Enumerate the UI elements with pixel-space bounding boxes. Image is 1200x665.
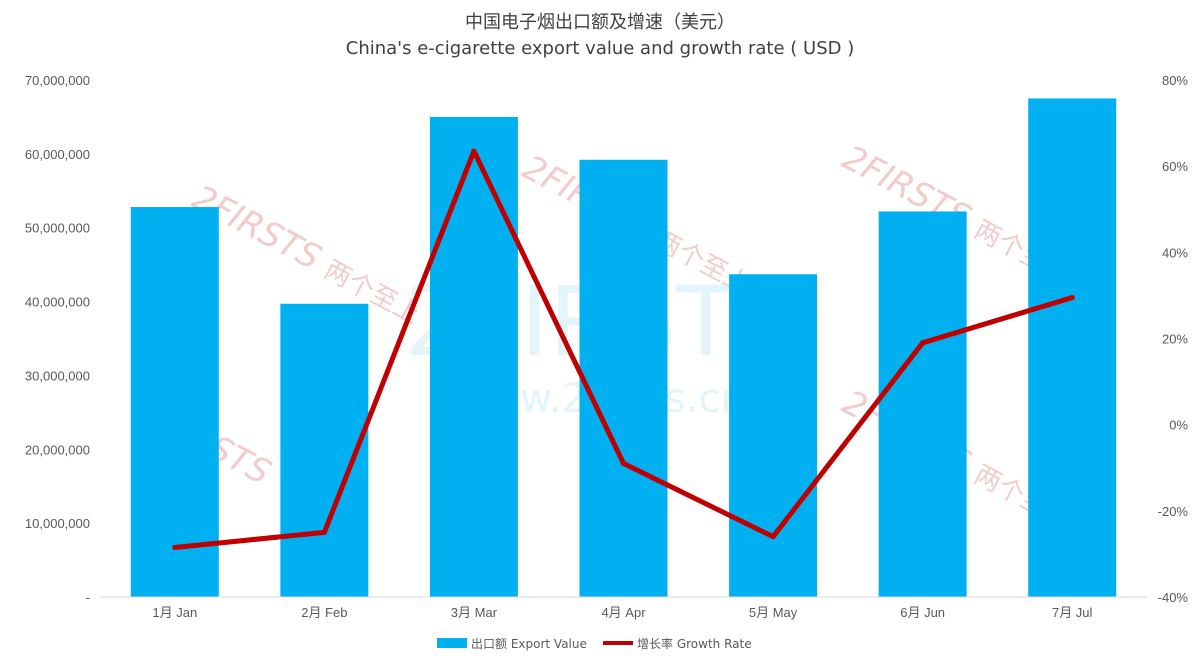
x-tick-label: 2月 Feb xyxy=(301,605,347,620)
bar-export-value xyxy=(130,207,219,597)
right-axis: -40% -20% 0% 20% 40% 60% 80% xyxy=(1158,73,1189,605)
y-left-tick-label: 30,000,000 xyxy=(25,368,90,383)
legend: 出口额 Export Value 增长率 Growth Rate xyxy=(437,636,752,651)
chart-subtitle: China's e-cigarette export value and gro… xyxy=(346,38,854,59)
y-right-tick-label: 20% xyxy=(1162,332,1188,347)
y-left-tick-label: 60,000,000 xyxy=(25,147,90,162)
y-right-tick-label: 0% xyxy=(1169,418,1188,433)
bar-export-value xyxy=(878,211,967,598)
growth-rate-point xyxy=(770,534,776,540)
bar-export-value xyxy=(429,116,518,597)
x-tick-label: 1月 Jan xyxy=(152,605,197,620)
y-left-tick-label: 10,000,000 xyxy=(25,516,90,531)
growth-rate-point xyxy=(621,460,626,466)
y-left-tick-label: 50,000,000 xyxy=(25,221,90,236)
y-left-tick-label: 20,000,000 xyxy=(25,442,90,457)
y-left-tick-label: - xyxy=(86,590,90,605)
growth-rate-point xyxy=(1069,295,1075,301)
y-right-tick-label: 60% xyxy=(1162,159,1188,174)
y-left-tick-label: 70,000,000 xyxy=(25,73,90,88)
x-tick-label: 4月 Apr xyxy=(601,605,646,620)
y-right-tick-label: -20% xyxy=(1158,504,1189,519)
bar-series xyxy=(130,98,1117,598)
x-axis: 1月 Jan 2月 Feb 3月 Mar 4月 Apr 5月 May 6月 Jun 7月 J… xyxy=(100,596,1147,620)
x-tick-label: 7月 Jul xyxy=(1052,605,1093,620)
x-tick-label: 3月 Mar xyxy=(451,605,498,620)
line-series xyxy=(172,148,1075,550)
growth-rate-point xyxy=(321,529,327,535)
y-right-tick-label: 40% xyxy=(1162,245,1188,260)
legend-label-growth: 增长率 Growth Rate xyxy=(637,636,752,651)
bar-export-value xyxy=(280,303,369,597)
y-right-tick-label: -40% xyxy=(1158,590,1189,605)
bar-export-value xyxy=(1028,98,1117,597)
x-tick-label: 6月 Jun xyxy=(900,605,945,620)
y-left-tick-label: 40,000,000 xyxy=(25,295,90,310)
bar-export-value xyxy=(729,274,818,597)
growth-rate-point xyxy=(471,148,477,154)
left-axis: - 10,000,000 20,000,000 30,000,000 40,000,00… xyxy=(25,73,90,605)
legend-label-export: 出口额 Export Value xyxy=(471,637,587,651)
legend-swatch-export xyxy=(437,638,467,648)
y-right-tick-label: 80% xyxy=(1162,73,1188,88)
bar-export-value xyxy=(579,159,668,597)
chart-title: 中国电子烟出口额及增速（美元） xyxy=(465,12,735,33)
x-tick-label: 5月 May xyxy=(749,605,798,620)
growth-rate-point xyxy=(920,340,926,346)
growth-rate-point xyxy=(172,544,178,550)
